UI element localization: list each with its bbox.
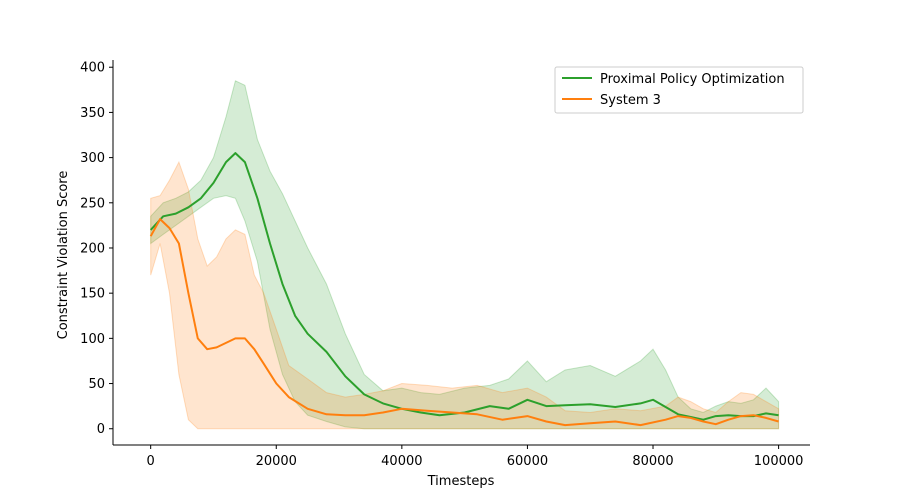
y-axis-label: Constraint Violation Score (56, 171, 71, 340)
x-tick-label: 60000 (507, 454, 548, 469)
legend-label-system3: System 3 (600, 93, 661, 108)
band-system3 (150, 160, 780, 430)
y-tick-label: 350 (80, 106, 105, 121)
x-tick-label: 0 (147, 454, 155, 469)
x-tick-label: 100000 (754, 454, 804, 469)
y-tick-label: 0 (97, 422, 105, 437)
confidence-bands (150, 80, 780, 430)
legend-label-ppo: Proximal Policy Optimization (600, 72, 785, 87)
band-ppo (150, 80, 780, 430)
x-tick-label: 20000 (256, 454, 297, 469)
y-tick-label: 300 (80, 151, 105, 166)
x-ticks: 0 20000 40000 60000 80000 100000 (147, 445, 804, 469)
y-tick-label: 400 (80, 61, 105, 76)
x-tick-label: 80000 (632, 454, 673, 469)
x-tick-label: 40000 (381, 454, 422, 469)
x-axis-label: Timesteps (427, 474, 495, 489)
y-ticks: 0 50 100 150 200 250 300 350 400 (80, 61, 113, 437)
line-system3 (149, 218, 779, 427)
y-tick-label: 100 (80, 332, 105, 347)
y-tick-label: 50 (88, 377, 105, 392)
y-tick-label: 250 (80, 196, 105, 211)
series-lines (149, 152, 779, 427)
y-tick-label: 150 (80, 287, 105, 302)
legend-box (554, 66, 804, 114)
legend: Proximal Policy Optimization System 3 (554, 66, 804, 114)
y-tick-label: 200 (80, 241, 105, 256)
line-ppo (149, 152, 779, 421)
axes (112, 60, 810, 446)
